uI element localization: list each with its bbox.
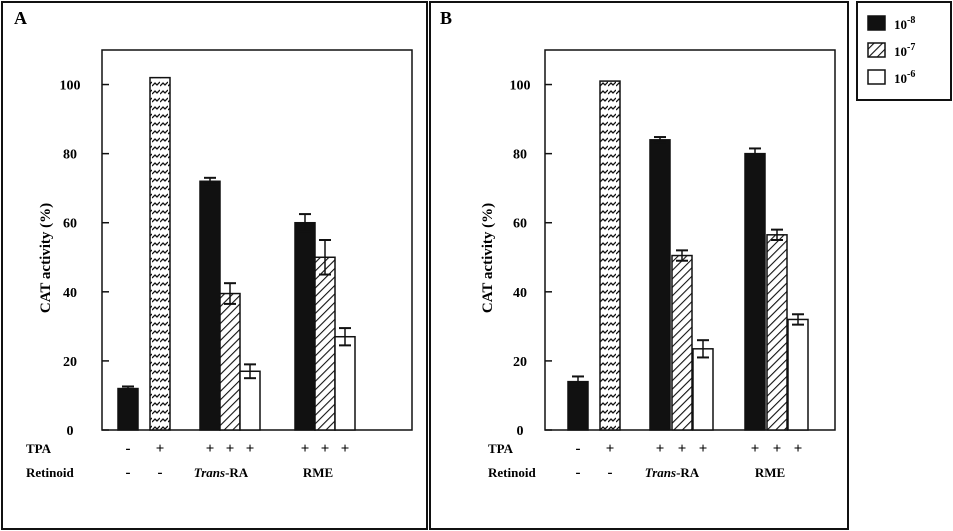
bar-tpa xyxy=(599,80,621,431)
bar-10-7 xyxy=(314,256,336,431)
y-axis-label-a: CAT activity (%) xyxy=(38,203,54,313)
bar-10-7 xyxy=(219,292,241,431)
bar-10-6 xyxy=(334,335,356,431)
bar-10-6 xyxy=(692,348,714,431)
y-tick-label: 80 xyxy=(513,148,527,163)
condition-sign: - xyxy=(608,465,613,481)
condition-sign: + xyxy=(206,441,215,457)
group-label: Trans-RA xyxy=(645,465,700,480)
y-tick-label: 100 xyxy=(510,79,531,94)
y-tick-label: 100 xyxy=(60,79,81,94)
legend-swatch-10-6 xyxy=(867,69,886,85)
legend: 10-8 10-7 10-6 xyxy=(856,1,952,101)
condition-sign: + xyxy=(606,441,615,457)
legend-label-10-8: 10-8 xyxy=(894,15,915,32)
condition-sign: + xyxy=(321,441,330,457)
y-tick-label: 60 xyxy=(63,217,77,232)
condition-sign: + xyxy=(301,441,310,457)
y-tick-label: 0 xyxy=(67,424,74,439)
panel-b: B CAT activity (%) 0 20 40 60 80 100 TPA - + + + +… xyxy=(429,1,849,530)
panel-b-frame xyxy=(429,1,849,530)
panel-b-letter: B xyxy=(440,8,452,28)
condition-sign: - xyxy=(576,441,581,457)
y-tick-label: 40 xyxy=(63,286,77,301)
row-label-tpa: TPA xyxy=(26,441,52,456)
legend-label-10-7: 10-7 xyxy=(894,42,915,59)
bar-10-7 xyxy=(766,234,788,431)
group-label: RME xyxy=(303,465,333,480)
condition-sign: + xyxy=(773,441,782,457)
condition-sign: - xyxy=(576,465,581,481)
condition-sign: + xyxy=(699,441,708,457)
bar-10-7 xyxy=(671,254,693,431)
y-tick-label: 80 xyxy=(63,148,77,163)
bar-10-6 xyxy=(787,318,809,431)
condition-sign: + xyxy=(751,441,760,457)
condition-sign: + xyxy=(156,441,165,457)
y-axis-a: 0 20 40 60 80 100 xyxy=(60,79,109,439)
panel-a-letter: A xyxy=(14,8,27,28)
condition-sign: - xyxy=(158,465,163,481)
condition-sign: + xyxy=(794,441,803,457)
bars-b xyxy=(567,80,809,431)
bar-10-8 xyxy=(294,221,316,431)
legend-swatch-10-7 xyxy=(867,42,886,58)
bar-10-8 xyxy=(744,152,766,431)
row-label-retinoid: Retinoid xyxy=(488,465,536,480)
bars-a xyxy=(117,76,356,431)
y-axis-label-b: CAT activity (%) xyxy=(480,203,496,313)
legend-swatch-10-8 xyxy=(867,15,886,31)
y-tick-label: 20 xyxy=(63,355,77,370)
bar-control xyxy=(567,380,589,431)
bar-10-8 xyxy=(649,139,671,431)
condition-sign: - xyxy=(126,441,131,457)
row-label-tpa: TPA xyxy=(488,441,514,456)
group-label: RME xyxy=(755,465,785,480)
bar-tpa xyxy=(149,76,171,431)
bar-control xyxy=(117,387,139,431)
panel-a-frame xyxy=(1,1,428,530)
y-tick-label: 0 xyxy=(517,424,524,439)
condition-sign: + xyxy=(678,441,687,457)
condition-sign: + xyxy=(341,441,350,457)
condition-sign: + xyxy=(656,441,665,457)
condition-sign: + xyxy=(246,441,255,457)
y-tick-label: 60 xyxy=(513,217,527,232)
group-label: Trans-RA xyxy=(194,465,249,480)
y-tick-label: 20 xyxy=(513,355,527,370)
condition-rows-b: TPA - + + + + + + + Retinoid - - Trans-RA RME xyxy=(488,441,802,481)
condition-sign: + xyxy=(226,441,235,457)
bar-10-8 xyxy=(199,180,221,431)
row-label-retinoid: Retinoid xyxy=(26,465,74,480)
condition-sign: - xyxy=(126,465,131,481)
legend-label-10-6: 10-6 xyxy=(894,69,915,86)
panel-a: A CAT activity (%) 0 20 40 60 80 100 TPA - + + + +… xyxy=(1,1,428,530)
bar-10-6 xyxy=(239,370,261,431)
y-tick-label: 40 xyxy=(513,286,527,301)
condition-rows-a: TPA - + + + + + + + Retinoid - - Trans-RA RME xyxy=(26,441,349,481)
y-axis-b: 0 20 40 60 80 100 xyxy=(510,79,552,439)
